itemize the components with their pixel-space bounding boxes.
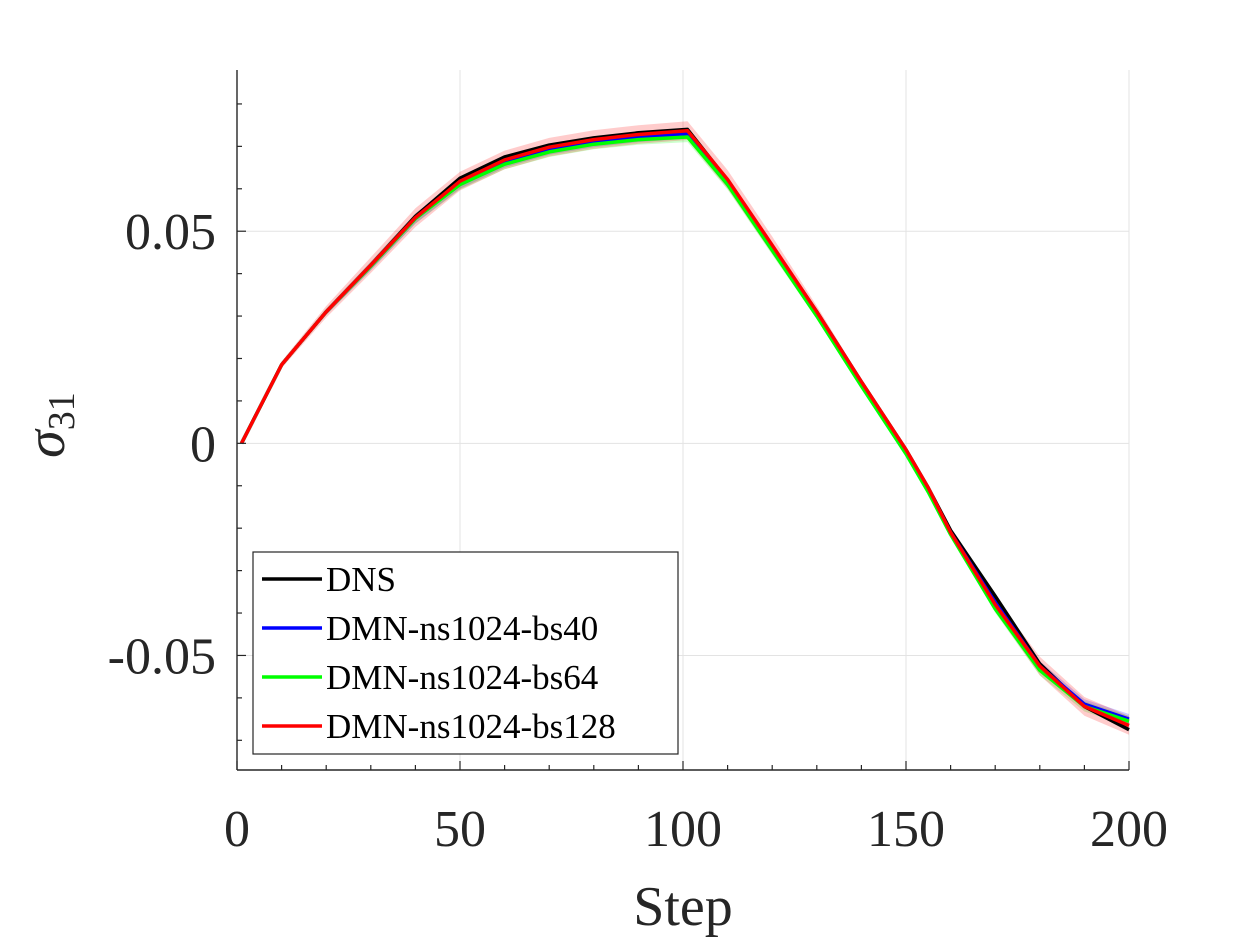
x-tick-labels: 0 50 100 150 200	[224, 801, 1168, 858]
x-tick-label: 150	[867, 801, 945, 858]
y-tick-label: 0	[190, 416, 216, 473]
legend-box	[252, 551, 679, 755]
y-tick-label: -0.05	[108, 628, 216, 685]
series-line	[239, 128, 1130, 728]
legend-label: DMN-ns1024-bs128	[326, 707, 616, 746]
legend-label: DMN-ns1024-bs40	[326, 609, 598, 648]
legend-label: DNS	[326, 560, 396, 599]
x-tick-label: 200	[1090, 801, 1168, 858]
x-tick-label: 0	[224, 801, 250, 858]
series-lines	[239, 127, 1130, 732]
y-tick-label: 0.05	[125, 204, 216, 261]
y-axis-label-subscript: 31	[41, 392, 83, 430]
axes	[236, 70, 1130, 771]
x-tick-label: 50	[434, 801, 486, 858]
x-tick-label: 100	[644, 801, 722, 858]
series-band	[241, 121, 1129, 735]
y-axis-label: σ31	[15, 392, 83, 458]
y-axis-label-symbol: σ	[15, 428, 77, 458]
legend-label: DMN-ns1024-bs64	[326, 658, 598, 697]
y-tick-labels: -0.05 0 0.05	[108, 204, 216, 685]
legend: DNS DMN-ns1024-bs40 DMN-ns1024-bs64 DMN-ns1…	[252, 551, 679, 755]
x-axis-label: Step	[633, 876, 733, 938]
